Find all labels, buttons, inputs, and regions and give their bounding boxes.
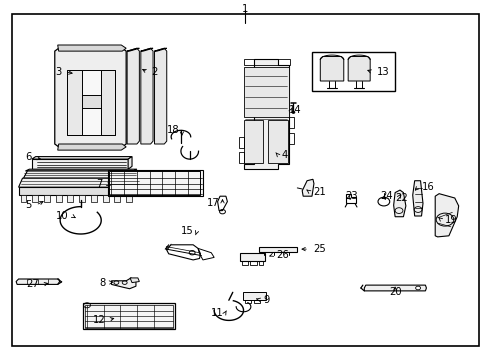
Polygon shape [25,169,137,171]
Text: 14: 14 [288,105,301,115]
Polygon shape [364,285,426,291]
Polygon shape [44,195,50,202]
Bar [254,300,260,303]
Polygon shape [67,195,73,202]
Bar [67,95,115,108]
Text: 12: 12 [92,315,105,325]
Polygon shape [302,179,313,196]
Bar [288,117,294,128]
Polygon shape [130,278,139,283]
Polygon shape [412,181,422,216]
Bar [244,67,288,117]
Text: 26: 26 [276,250,288,260]
Polygon shape [58,45,126,51]
Bar [243,59,289,65]
Bar [288,133,294,144]
Text: 5: 5 [25,200,32,210]
Polygon shape [111,278,136,289]
Bar [67,70,115,135]
Polygon shape [102,195,108,202]
Polygon shape [320,57,343,81]
Text: 2: 2 [151,67,158,77]
Text: 7: 7 [96,179,102,189]
Polygon shape [55,48,126,147]
Bar [311,52,394,91]
Polygon shape [127,48,139,144]
Polygon shape [32,195,38,202]
Bar [259,261,263,265]
Text: 16: 16 [421,182,433,192]
Text: 27: 27 [26,279,39,289]
Polygon shape [58,144,126,150]
Polygon shape [347,57,369,81]
Text: 3: 3 [55,67,61,77]
Polygon shape [79,195,85,202]
Polygon shape [20,195,26,202]
Polygon shape [56,195,61,202]
Bar [85,305,173,328]
Text: 19: 19 [444,215,457,225]
Polygon shape [56,49,124,148]
Polygon shape [91,195,97,202]
Text: 10: 10 [56,211,68,221]
Text: 18: 18 [167,125,180,135]
Polygon shape [23,171,139,178]
Polygon shape [114,195,120,202]
Bar [101,70,115,135]
Circle shape [291,111,294,113]
Bar [245,300,251,303]
Bar [107,170,203,196]
Polygon shape [19,187,138,195]
Text: 13: 13 [376,67,388,77]
Bar [83,303,175,329]
Bar [238,137,244,148]
Text: 9: 9 [263,294,269,305]
Polygon shape [56,49,124,148]
Polygon shape [243,59,288,169]
Bar [250,261,256,265]
Bar [267,120,287,163]
Text: 24: 24 [379,191,392,201]
Text: 25: 25 [312,244,325,254]
Text: 4: 4 [281,150,287,160]
Text: 23: 23 [344,191,357,201]
Circle shape [415,286,420,290]
Polygon shape [154,48,166,51]
Text: 22: 22 [395,193,407,203]
Text: 20: 20 [388,287,401,297]
Polygon shape [16,279,60,284]
Text: 21: 21 [312,186,325,197]
Bar [67,70,82,135]
Polygon shape [434,194,458,237]
Bar [242,292,265,300]
Polygon shape [154,48,166,144]
Polygon shape [19,178,142,187]
Text: 6: 6 [25,152,32,162]
Bar [239,253,264,261]
Polygon shape [141,48,153,144]
Polygon shape [32,157,132,159]
Text: 17: 17 [207,198,220,208]
Text: 8: 8 [99,278,105,288]
Polygon shape [127,48,139,51]
Polygon shape [393,190,405,217]
Bar [241,261,247,265]
Polygon shape [128,157,132,169]
Polygon shape [126,195,132,202]
Text: 1: 1 [242,4,248,14]
Text: 11: 11 [211,308,224,318]
Bar [108,171,200,195]
Bar [238,152,244,163]
Polygon shape [259,247,297,252]
Text: 15: 15 [180,226,193,236]
Polygon shape [141,48,153,51]
Polygon shape [32,159,128,169]
Bar [244,120,263,163]
